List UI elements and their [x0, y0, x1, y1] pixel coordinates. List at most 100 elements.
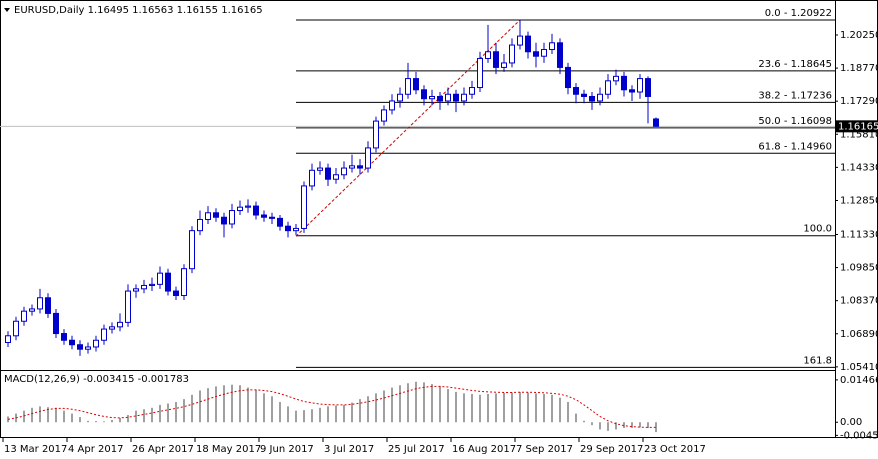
candle-body	[189, 230, 195, 270]
y-tick-label: 0.00	[840, 417, 862, 428]
candle-body	[141, 284, 147, 290]
y-tick-label: 0.01466	[840, 375, 878, 386]
x-tick-label: 29 Sep 2017	[580, 444, 643, 455]
fibo-label: 0.0 - 1.20922	[765, 8, 832, 19]
candle-body	[557, 42, 563, 68]
x-tick-label: 9 Jun 2017	[260, 444, 314, 455]
candle-body	[77, 344, 83, 350]
y-tick-label: 1.06890	[840, 329, 878, 340]
candle-body	[157, 272, 163, 285]
candle-body	[645, 78, 651, 97]
candle-body	[269, 216, 275, 219]
candle-body	[173, 290, 179, 297]
candle-body	[213, 212, 219, 218]
candle-body	[245, 205, 251, 208]
candle-body	[389, 100, 395, 111]
candle-body	[485, 51, 491, 59]
candle-body	[629, 89, 635, 93]
candle-body	[237, 206, 243, 212]
candle-body	[333, 174, 339, 180]
y-tick-label: 1.17290	[840, 96, 878, 107]
candle-body	[357, 165, 363, 169]
x-tick-label: 23 Oct 2017	[644, 444, 706, 455]
candle-body	[197, 218, 203, 232]
candle-body	[421, 89, 427, 100]
candle-body	[493, 51, 499, 68]
signal-line	[7, 385, 657, 428]
candle-body	[589, 95, 595, 102]
y-tick-label: 1.08370	[840, 296, 878, 307]
candle-body	[613, 75, 619, 82]
x-tick-label: 18 May 2017	[196, 444, 261, 455]
y-tick-label: 1.05410	[840, 362, 878, 373]
macd-title: MACD(12,26,9) -0.003415 -0.001783	[4, 374, 189, 385]
candle-body	[549, 42, 555, 51]
fibo-label: 100.0	[803, 224, 832, 235]
y-tick-label: 1.11330	[840, 229, 878, 240]
candle-body	[13, 320, 19, 337]
fibo-label: 161.8	[803, 355, 832, 366]
x-tick-label: 16 Aug 2017	[452, 444, 516, 455]
candle-body	[205, 212, 211, 220]
candle-body	[317, 167, 323, 171]
candle-body	[445, 93, 451, 102]
y-tick-label: 1.18770	[840, 63, 878, 74]
candle-body	[453, 93, 459, 102]
chart-title: EURUSD,Daily 1.16495 1.16563 1.16155 1.1…	[14, 5, 263, 16]
x-tick-label: 3 Jul 2017	[324, 444, 374, 455]
candle-body	[53, 312, 59, 335]
candle-body	[365, 147, 371, 169]
frame	[0, 0, 878, 438]
candle-body	[125, 290, 131, 323]
candle-body	[621, 75, 627, 91]
candle-body	[293, 227, 299, 232]
candle-body	[429, 95, 435, 100]
x-tick-label: 4 Apr 2017	[68, 444, 123, 455]
trend-line	[295, 19, 521, 237]
candle-body	[405, 78, 411, 95]
candle-body	[597, 93, 603, 102]
candle-body	[637, 78, 643, 93]
candle-body	[301, 185, 307, 229]
candle-body	[109, 326, 115, 330]
candle-body	[349, 165, 355, 169]
candle-body	[501, 62, 507, 68]
candle-body	[325, 167, 331, 180]
candle-body	[525, 35, 531, 53]
x-tick-label: 26 Apr 2017	[132, 444, 194, 455]
fibo-label: 50.0 - 1.16098	[758, 116, 832, 127]
candle-body	[45, 297, 51, 314]
candle-body	[517, 35, 523, 46]
candle-body	[653, 118, 659, 127]
candle-body	[509, 44, 515, 64]
fibo-label: 38.2 - 1.17236	[758, 90, 832, 101]
y-tick-label: 1.12850	[840, 195, 878, 206]
candle-body	[397, 93, 403, 102]
y-tick-label: 1.14330	[840, 162, 878, 173]
x-tick-label: 25 Jul 2017	[388, 444, 445, 455]
candle-body	[61, 333, 67, 341]
candle-body	[469, 87, 475, 95]
current-price-box	[835, 120, 877, 133]
candle-body	[573, 87, 579, 95]
candle-body	[565, 66, 571, 89]
menu-arrow	[4, 8, 10, 12]
candle-body	[229, 210, 235, 225]
y-tick-label: 1.09850	[840, 263, 878, 274]
candle-body	[373, 120, 379, 149]
candle-body	[101, 328, 107, 341]
candle-body	[381, 109, 387, 122]
candle-body	[437, 95, 443, 102]
candle-body	[5, 335, 11, 343]
candle-body	[69, 339, 75, 346]
candle-body	[477, 57, 483, 89]
y-tick-label: 1.20250	[840, 30, 878, 41]
candle-body	[581, 93, 587, 97]
candle-body	[21, 310, 27, 322]
candle-body	[37, 297, 43, 310]
candle-body	[277, 217, 283, 227]
candle-body	[133, 288, 139, 292]
candle-body	[149, 283, 155, 286]
candle-body	[461, 93, 467, 102]
